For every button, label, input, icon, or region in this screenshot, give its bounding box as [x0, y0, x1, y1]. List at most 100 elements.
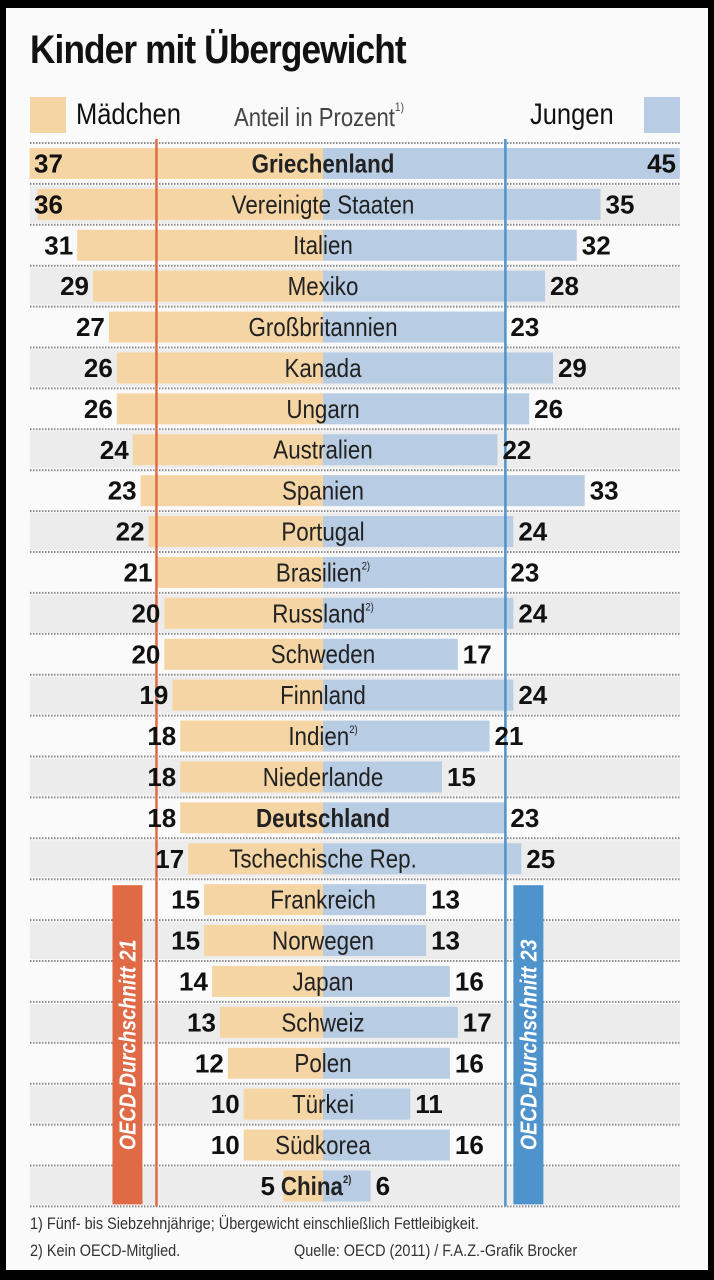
value-maedchen: 13 [187, 1007, 216, 1037]
value-jungen: 29 [558, 353, 587, 383]
country-label: Türkei [292, 1091, 354, 1120]
bar-jungen [323, 434, 498, 466]
oecd-average-label-jungen: OECD-Durchschnitt 23 [516, 939, 542, 1150]
value-jungen: 17 [463, 1007, 492, 1037]
value-jungen: 26 [534, 394, 563, 424]
value-maedchen: 20 [131, 639, 160, 669]
bar-maedchen [243, 1129, 323, 1161]
value-maedchen: 10 [211, 1130, 240, 1160]
bar-jungen [323, 352, 553, 384]
value-jungen: 16 [455, 966, 484, 996]
value-jungen: 23 [510, 312, 539, 342]
country-label: Schweden [271, 641, 375, 670]
country-label: Indien2) [288, 723, 357, 752]
value-maedchen: 20 [131, 598, 160, 628]
country-label: Portugal [281, 518, 364, 547]
value-jungen: 22 [502, 435, 531, 465]
footnote-marker: 2) [343, 1174, 351, 1186]
country-label: Italien [293, 232, 353, 261]
bar-maedchen [180, 761, 323, 793]
country-label: Mexiko [288, 273, 359, 302]
bar-maedchen [283, 1170, 323, 1202]
bar-maedchen [227, 1047, 323, 1079]
bar-jungen [323, 393, 530, 425]
value-jungen: 17 [463, 639, 492, 669]
value-maedchen: 29 [60, 271, 89, 301]
bar-maedchen [180, 802, 323, 834]
value-maedchen: 21 [124, 557, 153, 587]
value-maedchen: 5 [261, 1171, 275, 1201]
value-maedchen: 23 [108, 476, 137, 506]
value-jungen: 35 [606, 189, 635, 219]
value-maedchen: 18 [147, 721, 176, 751]
value-jungen: 13 [431, 926, 460, 956]
country-label: Griechenland [252, 150, 395, 179]
country-label: Frankreich [270, 886, 376, 915]
value-maedchen: 14 [179, 966, 208, 996]
bar-maedchen [204, 925, 323, 957]
bar-maedchen [29, 147, 324, 179]
value-maedchen: 22 [116, 517, 145, 547]
value-jungen: 23 [510, 803, 539, 833]
value-jungen: 6 [376, 1171, 390, 1201]
oecd-average-label-maedchen: OECD-Durchschnitt 21 [115, 940, 141, 1151]
bar-maedchen [243, 1088, 323, 1120]
bar-jungen [323, 1047, 450, 1079]
bar-jungen [323, 311, 506, 343]
bar-maedchen [164, 597, 323, 629]
bar-jungen [323, 475, 585, 507]
bar-maedchen [188, 843, 323, 875]
bar-maedchen [37, 188, 324, 220]
bar-maedchen [108, 311, 323, 343]
footnote-marker: 2) [362, 561, 370, 573]
country-label: Brasilien2) [276, 559, 370, 588]
oecd-average-box-maedchen [112, 885, 143, 1205]
footnote-1: 1) Fünf- bis Siebzehnjährige; Übergewich… [30, 1214, 479, 1233]
bar-maedchen [77, 229, 323, 261]
value-maedchen: 26 [84, 394, 113, 424]
value-jungen: 24 [518, 517, 547, 547]
unit-label-text: Anteil in Prozent [234, 102, 395, 132]
value-maedchen: 37 [34, 148, 63, 178]
value-jungen: 16 [455, 1048, 484, 1078]
bar-jungen [323, 884, 427, 916]
bar-jungen [323, 925, 427, 957]
value-maedchen: 18 [147, 803, 176, 833]
value-maedchen: 24 [100, 435, 129, 465]
bar-jungen [323, 1006, 458, 1038]
bar-jungen [323, 516, 514, 548]
value-maedchen: 36 [34, 189, 63, 219]
country-label: Deutschland [256, 804, 390, 833]
chart-title: Kinder mit Übergewicht [30, 28, 407, 72]
legend-label-jungen: Jungen [530, 98, 614, 131]
bar-jungen [323, 147, 680, 179]
value-jungen: 13 [431, 885, 460, 915]
country-label: Finnland [280, 682, 366, 711]
legend-swatch-maedchen [30, 97, 66, 133]
country-label: Kanada [284, 354, 362, 383]
value-jungen: 11 [415, 1089, 443, 1119]
bar-jungen [323, 720, 490, 752]
country-label: Australien [273, 436, 372, 465]
value-jungen: 45 [647, 148, 676, 178]
value-maedchen: 27 [76, 312, 105, 342]
country-label: Ungarn [286, 395, 359, 424]
bar-jungen [323, 188, 601, 220]
country-label: Russland2) [272, 600, 374, 629]
country-label: Schweiz [281, 1009, 364, 1038]
bar-jungen [323, 556, 506, 588]
footnote-marker: 2) [349, 724, 357, 736]
value-maedchen: 26 [84, 353, 113, 383]
country-label: Südkorea [275, 1132, 371, 1161]
bar-maedchen [116, 393, 323, 425]
value-jungen: 33 [590, 476, 619, 506]
country-label: Niederlande [263, 763, 384, 792]
value-jungen: 28 [550, 271, 579, 301]
value-maedchen: 17 [155, 844, 184, 874]
legend-swatch-jungen [644, 97, 680, 133]
country-label: Polen [294, 1050, 351, 1079]
value-maedchen: 12 [195, 1048, 224, 1078]
value-maedchen: 18 [147, 762, 176, 792]
value-jungen: 16 [455, 1130, 484, 1160]
